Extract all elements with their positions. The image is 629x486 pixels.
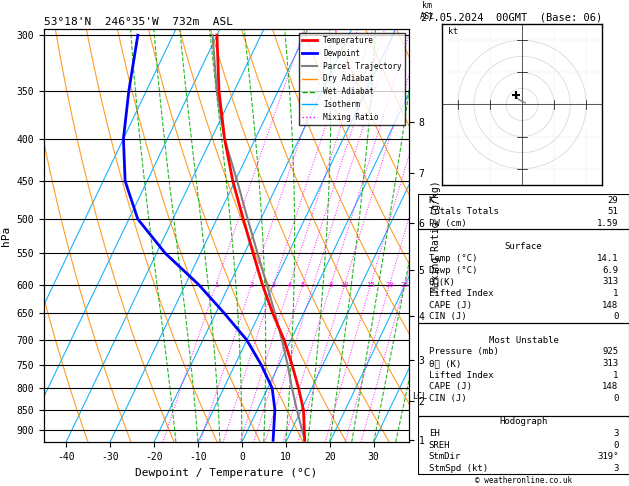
- Text: StmSpd (kt): StmSpd (kt): [429, 464, 488, 473]
- Text: Pressure (mb): Pressure (mb): [429, 347, 499, 356]
- Text: © weatheronline.co.uk: © weatheronline.co.uk: [475, 476, 572, 485]
- Text: StmDir: StmDir: [429, 452, 461, 461]
- Text: 1: 1: [214, 281, 218, 288]
- Text: 6.9: 6.9: [603, 266, 618, 275]
- Text: 1: 1: [613, 371, 618, 380]
- Text: 313: 313: [603, 359, 618, 368]
- Text: Most Unstable: Most Unstable: [489, 336, 559, 345]
- Text: 25: 25: [401, 281, 409, 288]
- Text: 1: 1: [613, 289, 618, 298]
- Text: 148: 148: [603, 382, 618, 391]
- Text: 15: 15: [366, 281, 375, 288]
- Text: Hodograph: Hodograph: [499, 417, 548, 426]
- Text: 10: 10: [340, 281, 349, 288]
- Text: 27.05.2024  00GMT  (Base: 06): 27.05.2024 00GMT (Base: 06): [421, 12, 603, 22]
- Text: 925: 925: [603, 347, 618, 356]
- Text: 319°: 319°: [597, 452, 618, 461]
- Bar: [418, 323, 629, 416]
- Text: 14.1: 14.1: [597, 254, 618, 263]
- Text: Surface: Surface: [505, 243, 542, 251]
- Text: LCL: LCL: [413, 393, 428, 401]
- Text: 29: 29: [608, 196, 618, 205]
- Text: 53°18'N  246°35'W  732m  ASL: 53°18'N 246°35'W 732m ASL: [44, 17, 233, 27]
- Text: θᴄ(K): θᴄ(K): [429, 278, 455, 286]
- Text: Dewp (°C): Dewp (°C): [429, 266, 477, 275]
- Text: K: K: [429, 196, 434, 205]
- Legend: Temperature, Dewpoint, Parcel Trajectory, Dry Adiabat, Wet Adiabat, Isotherm, Mi: Temperature, Dewpoint, Parcel Trajectory…: [299, 33, 405, 125]
- Text: km
ASL: km ASL: [420, 1, 435, 21]
- X-axis label: Dewpoint / Temperature (°C): Dewpoint / Temperature (°C): [135, 468, 318, 478]
- Text: EH: EH: [429, 429, 440, 438]
- Text: CIN (J): CIN (J): [429, 394, 467, 403]
- Bar: [418, 194, 629, 229]
- Text: kt: kt: [448, 27, 459, 36]
- Text: Lifted Index: Lifted Index: [429, 289, 493, 298]
- Y-axis label: Mixing Ratio (g/kg): Mixing Ratio (g/kg): [431, 180, 442, 292]
- Text: PW (cm): PW (cm): [429, 219, 467, 228]
- Text: 8: 8: [329, 281, 333, 288]
- Text: CIN (J): CIN (J): [429, 312, 467, 321]
- Text: Temp (°C): Temp (°C): [429, 254, 477, 263]
- Text: 148: 148: [603, 301, 618, 310]
- Text: 3: 3: [613, 429, 618, 438]
- Y-axis label: hPa: hPa: [1, 226, 11, 246]
- Text: 5: 5: [301, 281, 305, 288]
- Text: Lifted Index: Lifted Index: [429, 371, 493, 380]
- Text: 2: 2: [250, 281, 253, 288]
- Text: 4: 4: [287, 281, 292, 288]
- Bar: [418, 416, 629, 474]
- Text: Totals Totals: Totals Totals: [429, 208, 499, 216]
- Text: 0: 0: [613, 441, 618, 450]
- Bar: [418, 229, 629, 323]
- Text: 313: 313: [603, 278, 618, 286]
- Text: θᴄ (K): θᴄ (K): [429, 359, 461, 368]
- Text: 1.59: 1.59: [597, 219, 618, 228]
- Text: 0: 0: [613, 312, 618, 321]
- Text: CAPE (J): CAPE (J): [429, 301, 472, 310]
- Text: 20: 20: [386, 281, 394, 288]
- Text: 0: 0: [613, 394, 618, 403]
- Text: SREH: SREH: [429, 441, 450, 450]
- Text: 3: 3: [613, 464, 618, 473]
- Text: 51: 51: [608, 208, 618, 216]
- Text: 3: 3: [272, 281, 276, 288]
- Text: CAPE (J): CAPE (J): [429, 382, 472, 391]
